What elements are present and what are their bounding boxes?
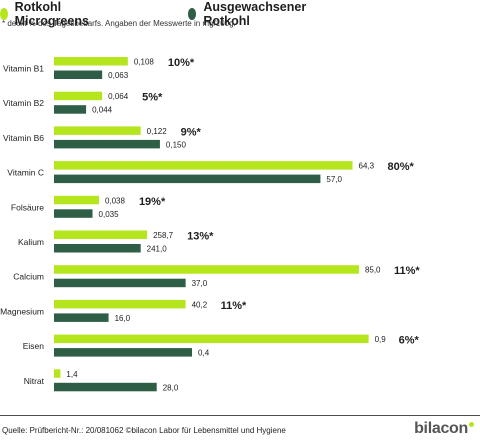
value-label-ausgewachsen-vitamin-b6: 0,150 [166, 140, 187, 149]
bar-microgreens-fols-ure [54, 195, 99, 205]
footer-divider [0, 415, 480, 416]
value-label-ausgewachsen-nitrat: 28,0 [163, 383, 179, 392]
annotation-vitamin-c: 80%* [388, 161, 415, 173]
source-note: Quelle: Prüfbericht-Nr.: 20/081062 ©bila… [2, 426, 286, 435]
bar-ausgewachsen-vitamin-b6 [54, 139, 160, 149]
value-label-ausgewachsen-vitamin-c: 57,0 [326, 175, 342, 184]
value-label-microgreens-fols-ure: 0,038 [105, 196, 126, 205]
legend-item-microgreens: Rotkohl Microgreens [0, 0, 93, 28]
bar-microgreens-kalium [54, 230, 148, 239]
value-label-ausgewachsen-fols-ure: 0,035 [99, 210, 120, 219]
value-label-microgreens-vitamin-b2: 0,064 [108, 92, 129, 101]
bar-microgreens-vitamin-b1 [54, 57, 128, 66]
legend-item-ausgewachsen: Ausgewachsener Rotkohl [188, 0, 310, 28]
value-label-ausgewachsen-kalium: 241,0 [147, 245, 168, 254]
value-label-microgreens-magnesium: 40,2 [192, 300, 208, 309]
bar-microgreens-vitamin-c [54, 161, 353, 170]
chart-note: * deckt % des Tagesbedarfs. Angaben der … [2, 19, 236, 28]
bar-microgreens-eisen [54, 334, 369, 344]
value-label-ausgewachsen-magnesium: 16,0 [115, 314, 131, 323]
value-label-microgreens-eisen: 0,9 [375, 335, 387, 344]
value-label-ausgewachsen-calcium: 37,0 [192, 279, 208, 288]
category-label-fols-ure: Folsäure [11, 202, 44, 212]
bar-chart: Vitamin B1 0,108 0,063 10%* Vitamin B2 0,064 0… [0, 57, 420, 392]
category-label-eisen: Eisen [23, 341, 45, 351]
bar-ausgewachsen-vitamin-b1 [54, 70, 103, 79]
logo-dot [469, 421, 474, 427]
value-label-microgreens-vitamin-b1: 0,108 [134, 58, 155, 67]
category-label-nitrat: Nitrat [24, 376, 45, 386]
bar-ausgewachsen-fols-ure [54, 209, 93, 218]
legend-swatch-ausgewachsen [188, 8, 197, 20]
bilacon-logo: bilacon [414, 420, 474, 438]
bar-ausgewachsen-calcium [54, 278, 186, 288]
category-label-vitamin-b2: Vitamin B2 [3, 98, 44, 108]
bar-ausgewachsen-nitrat [54, 382, 157, 392]
category-label-vitamin-b6: Vitamin B6 [3, 133, 44, 143]
logo-text: bilacon [414, 420, 468, 437]
bar-microgreens-vitamin-b2 [54, 91, 103, 101]
value-label-ausgewachsen-vitamin-b2: 0,044 [92, 106, 113, 115]
value-label-ausgewachsen-vitamin-b1: 0,063 [108, 71, 129, 80]
category-label-calcium: Calcium [13, 272, 44, 282]
bar-microgreens-nitrat [54, 369, 61, 378]
legend-label-microgreens: Rotkohl Microgreens [14, 0, 89, 28]
annotation-vitamin-b2: 5%* [142, 92, 163, 104]
bar-ausgewachsen-vitamin-b2 [54, 105, 87, 114]
bar-ausgewachsen-vitamin-c [54, 174, 321, 184]
bar-ausgewachsen-eisen [54, 348, 193, 357]
bar-microgreens-calcium [54, 265, 359, 274]
value-label-microgreens-vitamin-c: 64,3 [359, 162, 375, 171]
annotation-vitamin-b1: 10%* [168, 57, 195, 69]
bar-ausgewachsen-kalium [54, 244, 141, 253]
annotation-eisen: 6%* [399, 335, 420, 347]
annotation-vitamin-b6: 9%* [181, 126, 202, 138]
value-label-microgreens-kalium: 258,7 [153, 231, 174, 240]
legend-label-ausgewachsen: Ausgewachsener Rotkohl [203, 0, 307, 28]
value-label-microgreens-vitamin-b6: 0,122 [147, 127, 168, 136]
annotation-kalium: 13%* [187, 231, 214, 243]
annotation-magnesium: 11%* [221, 300, 247, 312]
category-label-magnesium: Magnesium [0, 306, 44, 316]
bar-ausgewachsen-magnesium [54, 313, 109, 322]
category-label-vitamin-c: Vitamin C [7, 168, 44, 178]
annotation-fols-ure: 19%* [139, 196, 166, 208]
value-label-ausgewachsen-eisen: 0,4 [198, 349, 210, 358]
bar-microgreens-magnesium [54, 299, 186, 309]
annotation-calcium: 11%* [394, 265, 420, 277]
category-label-kalium: Kalium [18, 237, 44, 247]
value-label-microgreens-calcium: 85,0 [365, 266, 381, 275]
legend-swatch-microgreens [0, 8, 8, 20]
category-label-vitamin-b1: Vitamin B1 [3, 64, 44, 74]
value-label-microgreens-nitrat: 1,4 [66, 370, 78, 379]
bar-microgreens-vitamin-b6 [54, 126, 141, 135]
